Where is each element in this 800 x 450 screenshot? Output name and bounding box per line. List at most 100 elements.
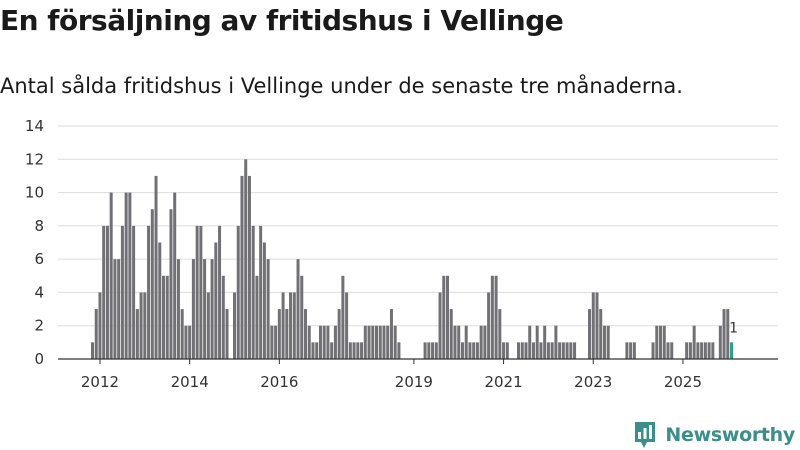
bar	[315, 342, 319, 359]
bar	[203, 259, 207, 359]
bar	[184, 325, 188, 359]
bar	[386, 325, 390, 359]
bar	[150, 209, 154, 359]
bar	[431, 342, 435, 359]
bar	[135, 309, 139, 359]
brand-logo: Newsworthy	[633, 420, 795, 450]
bar	[233, 292, 237, 359]
bar	[251, 225, 255, 359]
bar	[606, 325, 610, 359]
bar	[91, 342, 94, 359]
bar	[259, 225, 263, 359]
bar	[468, 342, 472, 359]
bar	[685, 342, 689, 359]
bar	[423, 342, 427, 359]
bar	[722, 309, 726, 359]
bar	[696, 342, 700, 359]
bar	[247, 175, 251, 359]
bar	[176, 259, 180, 359]
bar	[442, 275, 446, 359]
data-label: 1	[729, 320, 738, 336]
bar	[505, 342, 509, 359]
bar	[371, 325, 375, 359]
y-tick-label: 14	[25, 117, 44, 135]
bar	[453, 325, 457, 359]
bar	[517, 342, 521, 359]
bar	[655, 325, 659, 359]
bar	[438, 292, 442, 359]
bar	[472, 342, 476, 359]
bar	[102, 225, 106, 359]
bar	[300, 275, 304, 359]
bar	[348, 342, 352, 359]
bar	[464, 325, 468, 359]
chart-subtitle: Antal sålda fritidshus i Vellinge under …	[0, 74, 683, 98]
bar	[502, 342, 506, 359]
bar	[240, 175, 244, 359]
brand-name: Newsworthy	[665, 424, 795, 446]
bar	[210, 259, 214, 359]
bar	[569, 342, 573, 359]
bar	[651, 342, 655, 359]
bar	[206, 292, 210, 359]
bar	[457, 325, 461, 359]
bar	[625, 342, 629, 359]
bar	[120, 225, 124, 359]
bar	[539, 342, 543, 359]
x-tick-label: 2014	[171, 373, 209, 391]
bar	[666, 342, 670, 359]
x-tick-label: 2016	[260, 373, 298, 391]
bar	[199, 225, 203, 359]
y-axis-ticks: 0 2 4 6 8 10 12 14	[25, 117, 44, 368]
bar	[524, 342, 528, 359]
x-tick-label: 2019	[395, 373, 433, 391]
bar	[554, 325, 558, 359]
bar	[535, 325, 539, 359]
bar	[446, 275, 450, 359]
y-tick-label: 12	[25, 150, 44, 168]
bar	[292, 292, 296, 359]
y-tick-label: 8	[34, 217, 44, 235]
bar	[475, 342, 479, 359]
bar	[602, 325, 606, 359]
bar	[629, 342, 633, 359]
bar	[573, 342, 577, 359]
bar	[296, 259, 300, 359]
bar	[337, 309, 341, 359]
bar	[543, 325, 547, 359]
bar	[434, 342, 438, 359]
annotations: 1	[729, 320, 738, 336]
bar	[360, 342, 364, 359]
x-tick-label: 2021	[484, 373, 522, 391]
bar	[487, 292, 491, 359]
bar	[289, 292, 293, 359]
bar-highlight	[730, 342, 734, 359]
bar	[333, 325, 337, 359]
bar	[550, 342, 554, 359]
bar	[221, 275, 225, 359]
bar	[483, 325, 487, 359]
bar	[561, 342, 565, 359]
bar	[528, 325, 532, 359]
bar	[341, 275, 345, 359]
bar	[195, 225, 199, 359]
bar	[397, 342, 401, 359]
bar	[659, 325, 663, 359]
bar	[214, 242, 218, 359]
bar	[449, 309, 453, 359]
bar	[367, 325, 371, 359]
bar	[692, 325, 696, 359]
bar	[427, 342, 431, 359]
bar	[565, 342, 569, 359]
bar	[162, 275, 165, 359]
bar	[588, 309, 592, 359]
bar	[281, 292, 285, 359]
bar	[375, 325, 379, 359]
bar	[389, 309, 393, 359]
bar	[356, 342, 360, 359]
bar	[173, 192, 177, 359]
bar	[670, 342, 674, 359]
bar	[595, 292, 599, 359]
bar	[218, 225, 222, 359]
